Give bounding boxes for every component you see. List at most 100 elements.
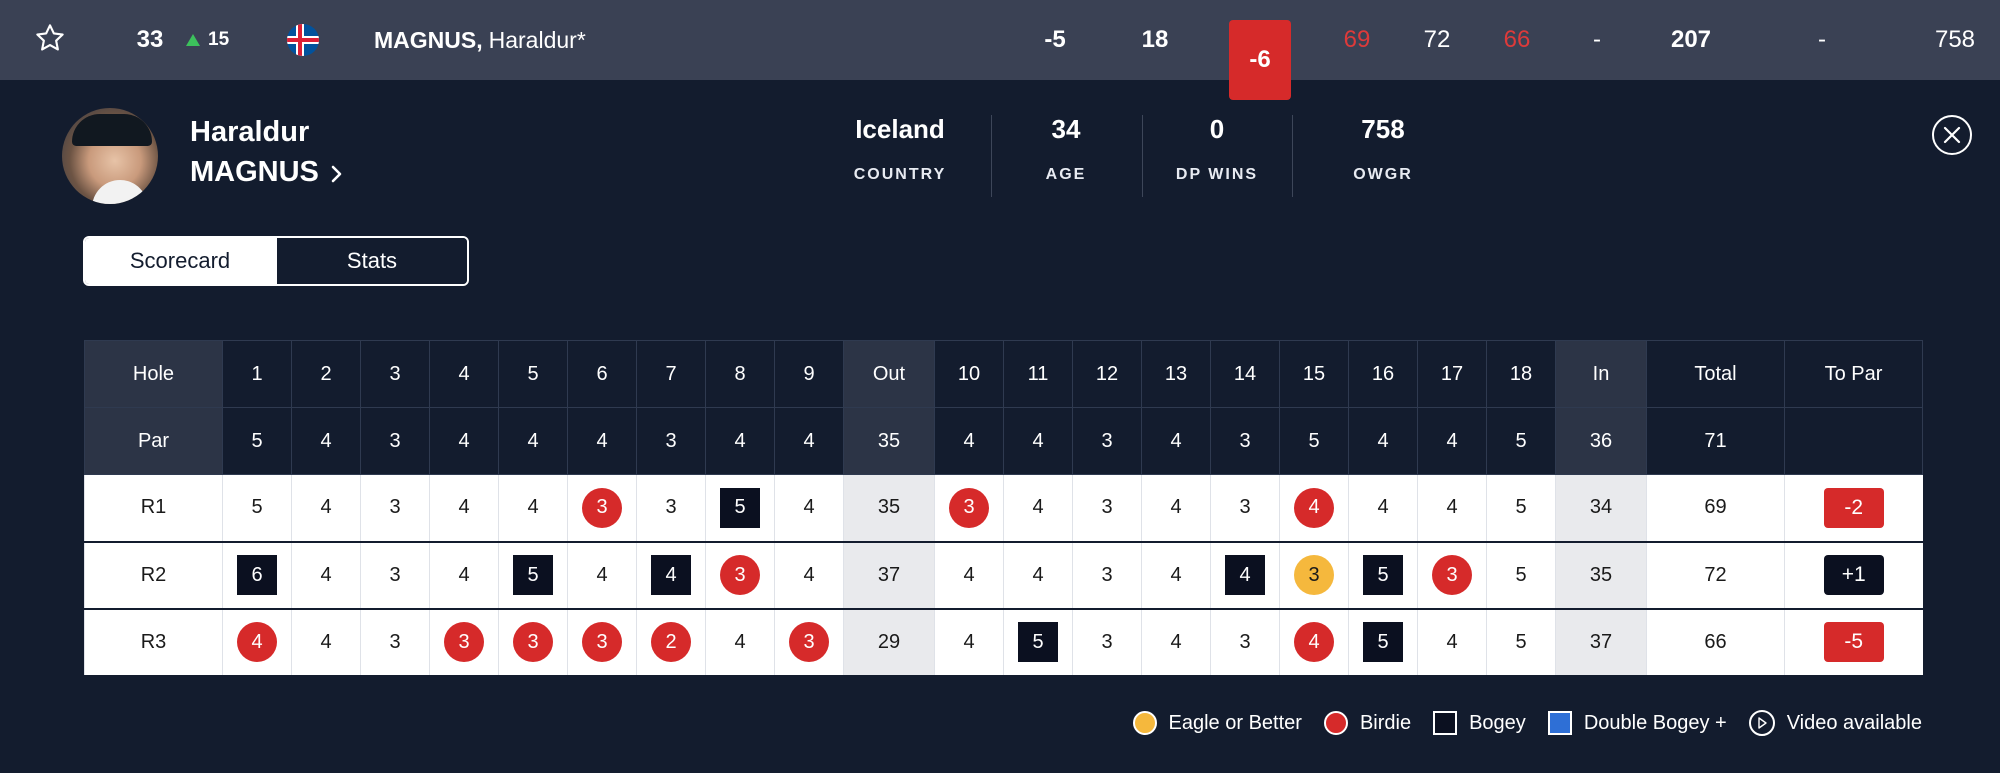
par-score: 4	[963, 630, 975, 653]
play-icon	[1748, 710, 1775, 736]
par-score: 4	[596, 563, 608, 586]
hole-par: 4	[1348, 407, 1418, 475]
hole-score: 2	[636, 608, 706, 677]
hole-number: 5	[498, 340, 568, 408]
tab-scorecard[interactable]: Scorecard	[85, 238, 275, 284]
player-profile-link[interactable]: MAGNUS	[190, 156, 319, 188]
birdie-score: 3	[444, 622, 484, 662]
stat-country: Iceland COUNTRY	[825, 114, 975, 184]
round-2-score: 72	[1423, 26, 1451, 53]
hole-score: 4	[291, 474, 361, 543]
legend-video: Video available	[1748, 710, 1922, 736]
points: 758	[1934, 26, 1976, 53]
hole-score: 5	[222, 474, 292, 543]
round-row[interactable]: R2 6 4 3 4 5 4 4 3 4 37 4 4 3 4 4 3 5 3 5 35 72 +1	[84, 541, 1923, 610]
par-score: 3	[1239, 630, 1251, 653]
round-out: 29	[843, 608, 935, 677]
hole-number: 3	[360, 340, 430, 408]
hole-score: 4	[291, 608, 361, 677]
hole-score: 4	[636, 541, 706, 610]
hole-score: 4	[1141, 608, 1211, 677]
birdie-score: 3	[513, 622, 553, 662]
round-in: 34	[1555, 474, 1647, 543]
hole-number: 16	[1348, 340, 1418, 408]
leaderboard-row[interactable]: 33 15 MAGNUS, Haraldur* -5 18 -6 69 72 6…	[0, 0, 2000, 100]
par-score: 4	[1170, 496, 1182, 519]
hole-score: 5	[1486, 541, 1556, 610]
position-movement: 15	[186, 0, 236, 80]
hole-number: 1	[222, 340, 292, 408]
par-score: 4	[320, 496, 332, 519]
stat-label: DP WINS	[1175, 166, 1259, 183]
hole-score: 5	[1486, 474, 1556, 543]
par-score: 5	[1515, 563, 1527, 586]
player-last-name: MAGNUS,	[374, 26, 483, 53]
round-row[interactable]: R1 5 4 3 4 4 3 3 5 4 35 3 4 3 4 3 4 4 4 5 34 69 -2	[84, 474, 1923, 543]
stat-dp-wins: 0 DP WINS	[1142, 114, 1292, 184]
hole-score: 4	[1141, 541, 1211, 610]
par-score: 3	[665, 496, 677, 519]
hole-score: 4	[1417, 608, 1487, 677]
hole-score: 3	[360, 608, 430, 677]
bogey-score: 5	[1363, 555, 1403, 595]
birdie-score: 3	[582, 487, 622, 528]
stat-value: 758	[1361, 114, 1405, 144]
hole-par: 4	[705, 407, 775, 475]
iceland-flag-icon	[287, 24, 319, 56]
chevron-right-icon[interactable]	[330, 163, 344, 185]
round-topar-badge: -2	[1823, 487, 1884, 528]
bogey-score: 4	[651, 555, 691, 595]
par-score: 3	[1101, 563, 1113, 586]
favorite-star-icon[interactable]	[34, 22, 66, 54]
round-row[interactable]: R3 4 4 3 3 3 3 2 4 3 29 4 5 3 4 3 4 5 4 5 37 66 -5	[84, 608, 1923, 677]
legend-label: Eagle or Better	[1168, 711, 1302, 734]
birdie-score: 3	[582, 622, 622, 662]
hole-score: 5	[705, 474, 775, 543]
round-topar: +1	[1784, 541, 1923, 610]
round-topar: -5	[1784, 608, 1923, 677]
round-1-score: 69	[1343, 26, 1371, 53]
par-score: 4	[1032, 496, 1044, 519]
bogey-score: 6	[237, 555, 277, 595]
par-score: 4	[320, 630, 332, 653]
round-label: R3	[84, 608, 223, 677]
hole-score: 4	[774, 474, 844, 543]
par-score: 4	[458, 496, 470, 519]
hole-score: 4	[1003, 474, 1073, 543]
total-score: 207	[1670, 26, 1712, 53]
stat-owgr: 758 OWGR	[1308, 114, 1458, 184]
hole-number: 6	[567, 340, 637, 408]
stat-age: 34 AGE	[991, 114, 1141, 184]
close-button[interactable]	[1932, 115, 1972, 155]
par-score: 4	[963, 563, 975, 586]
hole-score: 4	[567, 541, 637, 610]
player-first-name-large: Haraldur	[190, 116, 310, 148]
round-label: R1	[84, 474, 223, 543]
view-tabs: Scorecard Stats	[83, 236, 469, 286]
par-label: Par	[84, 407, 223, 475]
hole-par: 4	[498, 407, 568, 475]
bogey-score: 4	[1225, 555, 1265, 595]
par-score: 4	[320, 563, 332, 586]
column-dash: -	[1818, 26, 1826, 53]
hole-score: 3	[1279, 541, 1349, 610]
close-icon	[1943, 126, 1961, 144]
hole-score: 3	[360, 541, 430, 610]
hole-par: 5	[1486, 407, 1556, 475]
par-score: 3	[389, 563, 401, 586]
hole-par: 4	[567, 407, 637, 475]
player-name[interactable]: MAGNUS, Haraldur*	[374, 0, 586, 80]
tab-stats[interactable]: Stats	[275, 238, 467, 284]
round-4-score: -	[1593, 26, 1601, 53]
round-in: 37	[1555, 608, 1647, 677]
birdie-score: 3	[789, 622, 829, 662]
hole-score: 3	[1072, 474, 1142, 543]
hole-score: 4	[1141, 474, 1211, 543]
hole-score: 3	[360, 474, 430, 543]
par-in: 36	[1555, 407, 1647, 475]
birdie-score: 4	[1294, 622, 1334, 662]
par-score: 3	[1239, 496, 1251, 519]
hole-par: 3	[1210, 407, 1280, 475]
legend-label: Birdie	[1359, 711, 1412, 734]
hole-par: 4	[774, 407, 844, 475]
